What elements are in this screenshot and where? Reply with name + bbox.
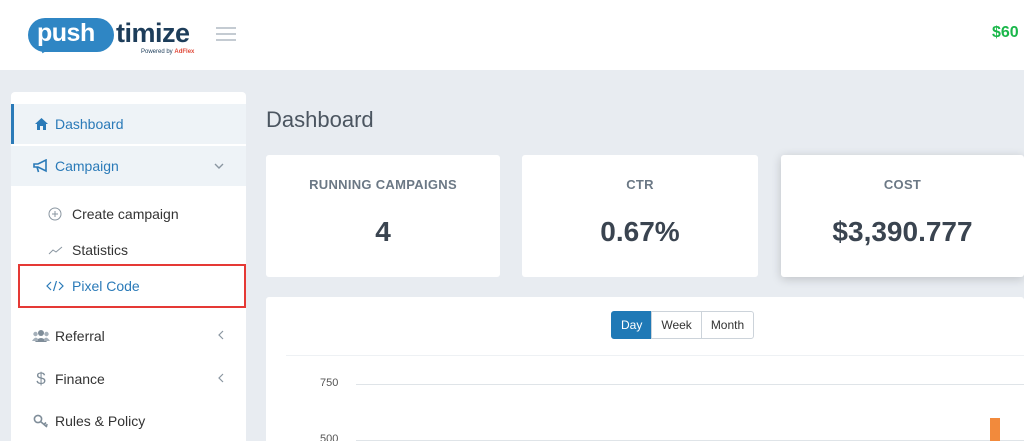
- stat-label: RUNNING CAMPAIGNS: [309, 177, 457, 192]
- highlight-annotation: [18, 264, 246, 308]
- panel-divider: [286, 355, 1024, 356]
- sidebar-subitem-pixel-code[interactable]: Pixel Code: [11, 269, 246, 303]
- sidebar-item-label: Referral: [55, 328, 105, 344]
- stat-card-running-campaigns: RUNNING CAMPAIGNS 4: [266, 155, 500, 277]
- dollar-icon: $: [36, 369, 46, 388]
- chevron-left-icon: [217, 329, 224, 343]
- sidebar-subitem-statistics[interactable]: Statistics: [11, 233, 246, 267]
- period-month-button[interactable]: Month: [700, 311, 755, 339]
- stat-card-cost: COST $3,390.777: [781, 155, 1024, 277]
- sidebar-subitem-create-campaign[interactable]: Create campaign: [11, 197, 246, 231]
- logo-push-text: push: [37, 19, 95, 47]
- key-icon: [31, 414, 51, 428]
- stat-value: $3,390.777: [832, 216, 973, 247]
- megaphone-icon: [31, 159, 51, 173]
- line-chart-icon: [46, 245, 64, 255]
- sidebar-item-label: Campaign: [55, 158, 119, 174]
- users-icon: [31, 329, 51, 343]
- chevron-left-icon: [217, 372, 224, 386]
- logo-bubble: [28, 18, 114, 52]
- y-tick-label: 500: [320, 433, 339, 441]
- chart-panel: Day Week Month 750 500: [266, 297, 1024, 441]
- top-header: push timize Powered by AdFlex $60: [0, 0, 1024, 70]
- period-day-button[interactable]: Day: [611, 311, 653, 339]
- page-title: Dashboard: [266, 107, 374, 132]
- sidebar-subitem-label: Pixel Code: [72, 278, 140, 294]
- sidebar-item-campaign[interactable]: Campaign: [11, 146, 246, 186]
- menu-toggle-icon[interactable]: [216, 27, 236, 41]
- sidebar-item-label: Dashboard: [55, 116, 124, 132]
- sidebar-subitem-label: Create campaign: [72, 206, 179, 222]
- account-balance: $60: [992, 24, 1019, 41]
- sidebar-item-referral[interactable]: Referral: [11, 316, 246, 356]
- sidebar-item-dashboard[interactable]: Dashboard: [11, 104, 246, 144]
- stat-value: 0.67%: [600, 216, 680, 247]
- logo-timize-text: timize: [116, 18, 190, 48]
- home-icon: [31, 117, 51, 131]
- stat-label: CTR: [626, 177, 654, 192]
- sidebar-item-rules-policy[interactable]: Rules & Policy: [11, 401, 246, 441]
- plus-circle-icon: [46, 207, 64, 221]
- stat-value: 4: [375, 216, 391, 247]
- stat-label: COST: [883, 177, 922, 192]
- code-icon: [46, 280, 64, 292]
- logo-powered-by: Powered by AdFlex: [141, 49, 195, 55]
- period-toggle: Day Week Month: [611, 311, 755, 339]
- y-tick-label: 750: [320, 377, 339, 389]
- chart-bar[interactable]: [990, 417, 1000, 441]
- sidebar-item-label: Rules & Policy: [55, 413, 146, 429]
- gridline: [356, 384, 1024, 385]
- sidebar-subitem-label: Statistics: [72, 242, 129, 258]
- sidebar-item-finance[interactable]: $ Finance: [11, 359, 246, 399]
- stat-card-ctr: CTR 0.67%: [522, 155, 758, 277]
- period-week-button[interactable]: Week: [651, 311, 702, 339]
- chevron-down-icon: [214, 159, 224, 173]
- sidebar-item-label: Finance: [55, 371, 105, 387]
